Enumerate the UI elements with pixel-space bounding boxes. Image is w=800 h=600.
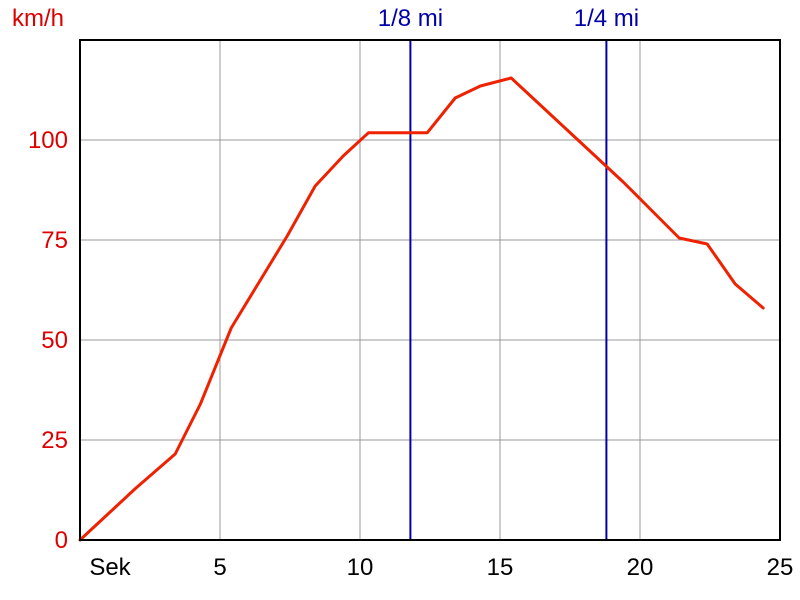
- x-tick-label: 15: [487, 554, 514, 581]
- distance-markers: [409, 40, 608, 540]
- y-axis-unit-label: km/h: [12, 5, 64, 32]
- y-tick-label: 100: [28, 127, 68, 154]
- y-tick-labels: 0 25 50 75 100: [28, 127, 68, 554]
- x-tick-labels: 5 10 15 20 25: [213, 554, 793, 581]
- series-layer: [78, 76, 765, 542]
- x-axis-unit-label: Sek: [89, 554, 131, 581]
- y-tick-label: 0: [55, 527, 68, 554]
- speed-series-line: [78, 76, 765, 542]
- x-tick-label: 20: [627, 554, 654, 581]
- x-tick-label: 25: [767, 554, 794, 581]
- distance-marker-label: 1/8 mi: [378, 5, 443, 32]
- distance-marker-labels: 1/8 mi 1/4 mi: [378, 5, 639, 32]
- distance-marker-label: 1/4 mi: [574, 5, 639, 32]
- x-tick-label: 5: [213, 554, 226, 581]
- plot-frame: [79, 39, 781, 541]
- y-tick-label: 75: [41, 227, 68, 254]
- y-tick-label: 50: [41, 327, 68, 354]
- y-tick-label: 25: [41, 427, 68, 454]
- grid-lines: [80, 40, 780, 540]
- x-tick-label: 10: [347, 554, 374, 581]
